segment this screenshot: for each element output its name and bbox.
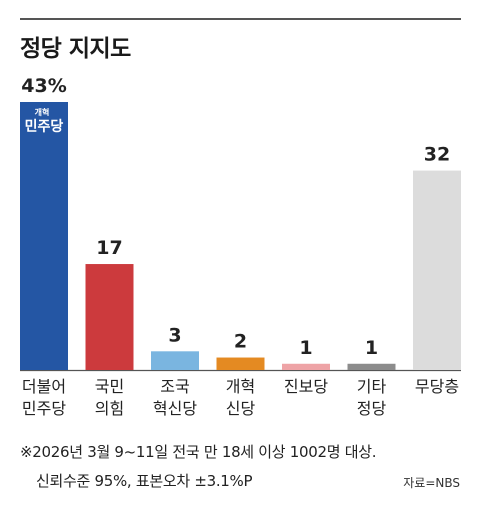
category-label-6-1: 기타 xyxy=(357,377,387,396)
source-note: 자료=NBS xyxy=(403,476,460,490)
top-rule xyxy=(20,18,461,20)
category-label-7-1: 무당층 xyxy=(415,377,459,396)
bar-5 xyxy=(282,363,330,370)
category-label-3-2: 혁신당 xyxy=(153,399,197,418)
value-label-6: 1 xyxy=(365,337,378,359)
bar-3 xyxy=(151,351,199,370)
bar-1 xyxy=(20,102,68,370)
bar-7 xyxy=(413,170,461,370)
party-logo-small: 개혁 xyxy=(35,107,50,117)
value-label-2: 17 xyxy=(96,237,122,259)
party-logo-main: 민주당 xyxy=(25,118,64,135)
category-label-3-1: 조국 xyxy=(160,377,189,396)
bar-chart: 43%더불어민주당17국민의힘3조국혁신당2개혁신당1진보당1기타정당32무당층… xyxy=(20,75,461,418)
bar-4 xyxy=(216,357,265,370)
category-label-4-1: 개혁 xyxy=(226,377,255,396)
category-label-4-2: 신당 xyxy=(226,399,256,418)
value-label-3: 3 xyxy=(168,324,181,346)
category-label-6-2: 정당 xyxy=(357,399,387,418)
value-label-1: 43% xyxy=(21,75,66,97)
bar-2 xyxy=(85,264,134,370)
category-label-1-1: 더불어 xyxy=(22,377,66,396)
category-label-5-1: 진보당 xyxy=(284,377,328,396)
category-label-1-2: 민주당 xyxy=(22,399,66,418)
value-label-7: 32 xyxy=(424,144,450,166)
survey-footnote: ※2026년 3월 9~11일 전국 만 18세 이상 1002명 대상. xyxy=(20,443,377,461)
value-label-5: 1 xyxy=(299,337,312,359)
value-label-4: 2 xyxy=(234,331,247,353)
chart-title: 정당 지지도 xyxy=(20,36,131,62)
margin-of-error-note: 신뢰수준 95%, 표본오차 ±3.1%P xyxy=(36,472,253,490)
bar-6 xyxy=(347,363,396,370)
category-label-2-1: 국민 xyxy=(95,377,124,396)
category-label-2-2: 의힘 xyxy=(95,399,124,418)
